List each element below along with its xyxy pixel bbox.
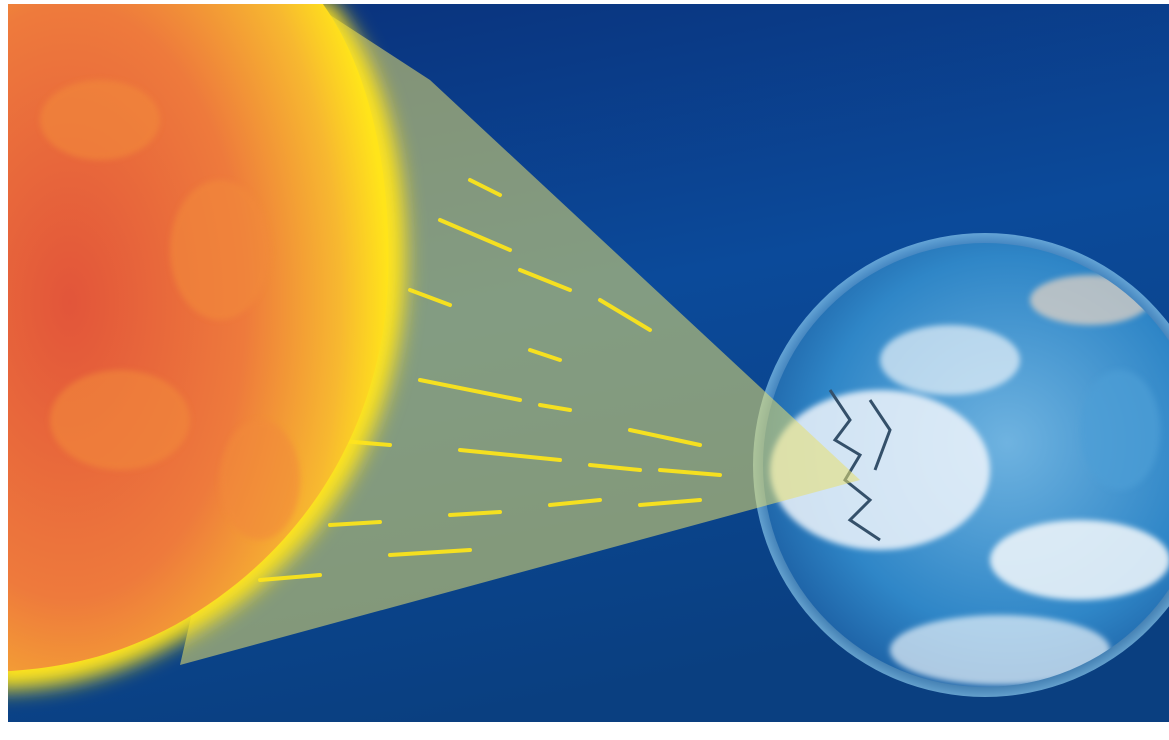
shield-cracks — [828, 389, 892, 542]
particle-streaks — [258, 178, 722, 582]
sun-texture — [40, 80, 300, 540]
